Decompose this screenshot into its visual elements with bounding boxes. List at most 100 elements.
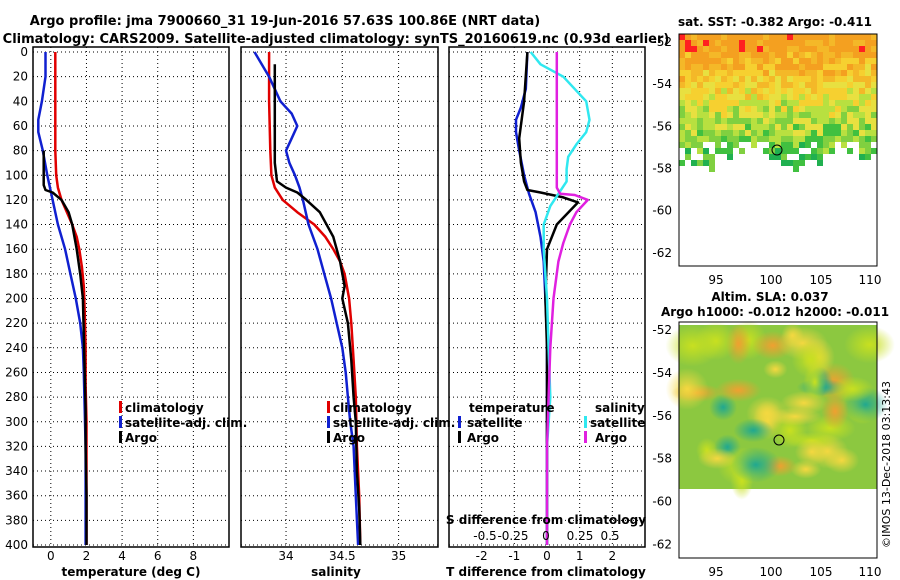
sst-cell: [679, 64, 685, 70]
sst-cell: [697, 100, 703, 106]
sst-cell: [835, 70, 841, 76]
sst-cell: [691, 76, 697, 82]
sst-cell: [841, 46, 847, 52]
sst-cell: [811, 70, 817, 76]
sst-cell: [793, 46, 799, 52]
sst-cell: [691, 124, 697, 130]
sst-cell: [871, 130, 877, 136]
sst-cell: [751, 136, 757, 142]
sst-cell: [679, 136, 685, 142]
sst-cell: [715, 70, 721, 76]
x-tick-label: 8: [190, 549, 198, 563]
sst-cell: [775, 130, 781, 136]
sst-cell: [823, 70, 829, 76]
sst-cell: [871, 136, 877, 142]
sst-cell: [763, 76, 769, 82]
sst-cell: [727, 76, 733, 82]
sst-cell: [781, 58, 787, 64]
sst-cell: [781, 34, 787, 40]
sla-map: Altim. SLA: 0.037 Argo h1000: -0.012 h20…: [652, 290, 895, 579]
sst-cell: [709, 136, 715, 142]
sst-cell: [793, 166, 799, 172]
sla-map-title-2: Argo h1000: -0.012 h2000: -0.011: [661, 305, 889, 319]
sst-cell: [817, 142, 823, 148]
sst-cell: [841, 82, 847, 88]
sst-cell: [715, 46, 721, 52]
sst-cell: [745, 136, 751, 142]
sst-cell: [685, 94, 691, 100]
sst-cell: [787, 52, 793, 58]
sst-cell: [763, 40, 769, 46]
x-tick-label: 34: [278, 549, 293, 563]
sst-cell: [685, 34, 691, 40]
depth-tick-label: 280: [5, 390, 28, 404]
sst-cell: [727, 100, 733, 106]
sst-cell: [721, 46, 727, 52]
sst-cell: [853, 106, 859, 112]
sst-cell: [805, 58, 811, 64]
sst-cell: [751, 130, 757, 136]
sst-cell: [721, 40, 727, 46]
salinity-panel: 34 34.5 35 salinity climatology satellite-…: [240, 46, 455, 579]
sst-cell: [823, 118, 829, 124]
sst-cell: [823, 58, 829, 64]
sst-cell: [769, 34, 775, 40]
sst-cell: [727, 124, 733, 130]
sst-cell: [847, 52, 853, 58]
credit-text: ©IMOS 13-Dec-2018 03:13:43: [880, 381, 893, 548]
sst-cell: [853, 34, 859, 40]
x-tick-label: 0: [543, 549, 551, 563]
sst-cell: [859, 112, 865, 118]
sst-cell: [703, 34, 709, 40]
temperature-xlabel: temperature (deg C): [62, 565, 201, 579]
sst-cell: [751, 142, 757, 148]
sst-cell: [835, 34, 841, 40]
sla-blob: [665, 368, 709, 411]
x-tick-label: 35: [391, 549, 406, 563]
sst-cell: [763, 94, 769, 100]
sst-cell: [871, 88, 877, 94]
sst-cell: [787, 112, 793, 118]
sst-cell: [859, 34, 865, 40]
sst-cell: [793, 148, 799, 154]
sst-cell: [685, 136, 691, 142]
sst-cell: [829, 130, 835, 136]
sla-blob: [695, 321, 737, 361]
sst-cell: [811, 34, 817, 40]
sst-cell: [811, 40, 817, 46]
sst-cell: [739, 76, 745, 82]
sst-cell: [709, 118, 715, 124]
sst-cell: [829, 112, 835, 118]
lon-tick-label: 95: [708, 273, 723, 287]
sst-cell: [679, 142, 685, 148]
legend-swatch-satellite: [119, 416, 122, 428]
sst-cell: [853, 100, 859, 106]
sst-cell: [721, 106, 727, 112]
sst-cell: [841, 100, 847, 106]
sst-cell: [679, 46, 685, 52]
sst-cell: [715, 58, 721, 64]
sst-cell: [691, 94, 697, 100]
sst-cell: [751, 46, 757, 52]
sst-cell: [709, 160, 715, 166]
sst-cell: [811, 88, 817, 94]
sst-cell: [709, 88, 715, 94]
legend-swatch-s-argo: [584, 431, 587, 443]
sst-cell: [817, 52, 823, 58]
s-diff-tick-label: 0: [542, 529, 550, 543]
sst-cell: [787, 124, 793, 130]
sst-cell: [703, 88, 709, 94]
sst-cell: [781, 40, 787, 46]
sst-cell: [859, 130, 865, 136]
sst-cell: [811, 52, 817, 58]
sst-cell: [763, 64, 769, 70]
sst-cell: [721, 100, 727, 106]
sst-cell: [847, 136, 853, 142]
sst-cell: [817, 106, 823, 112]
sst-cell: [847, 88, 853, 94]
sst-cell: [715, 100, 721, 106]
sst-cell: [691, 82, 697, 88]
sst-cell: [721, 76, 727, 82]
sst-cell: [853, 76, 859, 82]
depth-tick-label: 100: [5, 168, 28, 182]
